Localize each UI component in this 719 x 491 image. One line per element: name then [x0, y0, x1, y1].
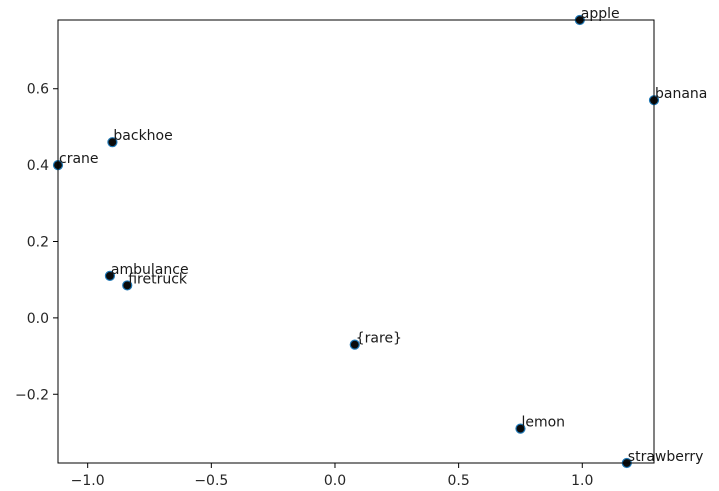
x-axis: −1.0 −0.5 0.0 0.5 1.0	[71, 463, 593, 489]
data-points: apple banana backhoe crane ambulancefiretruc…	[52, 6, 707, 469]
plot-area	[58, 20, 654, 463]
scatter-point	[104, 270, 116, 281]
point-label: {rare}	[356, 331, 402, 347]
y-tick-label: 0.4	[27, 158, 49, 174]
x-tick-label: −0.5	[194, 473, 228, 489]
point-label: strawberry	[628, 449, 704, 465]
x-tick-label: −1.0	[71, 473, 105, 489]
point-label: firetruck	[128, 271, 188, 287]
point-label: apple	[581, 6, 620, 22]
point-label: lemon	[521, 415, 565, 431]
y-tick-label: −0.2	[15, 387, 49, 403]
y-axis: −0.2 0.0 0.2 0.4 0.6	[15, 82, 58, 403]
y-tick-label: 0.0	[27, 311, 49, 327]
point-label: crane	[59, 151, 99, 167]
x-tick-label: 0.0	[324, 473, 346, 489]
point-label: backhoe	[113, 128, 172, 144]
scatter-point	[515, 423, 526, 434]
scatter-point	[122, 280, 133, 291]
y-tick-label: 0.6	[27, 82, 49, 98]
y-tick-label: 0.2	[27, 235, 49, 251]
point-label: banana	[655, 86, 707, 102]
x-tick-label: 0.5	[447, 473, 469, 489]
scatter-point	[107, 137, 118, 148]
scatter-point	[349, 339, 360, 350]
point-label: ambulance	[111, 262, 189, 278]
plot-frame	[57, 19, 655, 464]
x-tick-label: 1.0	[571, 473, 593, 489]
